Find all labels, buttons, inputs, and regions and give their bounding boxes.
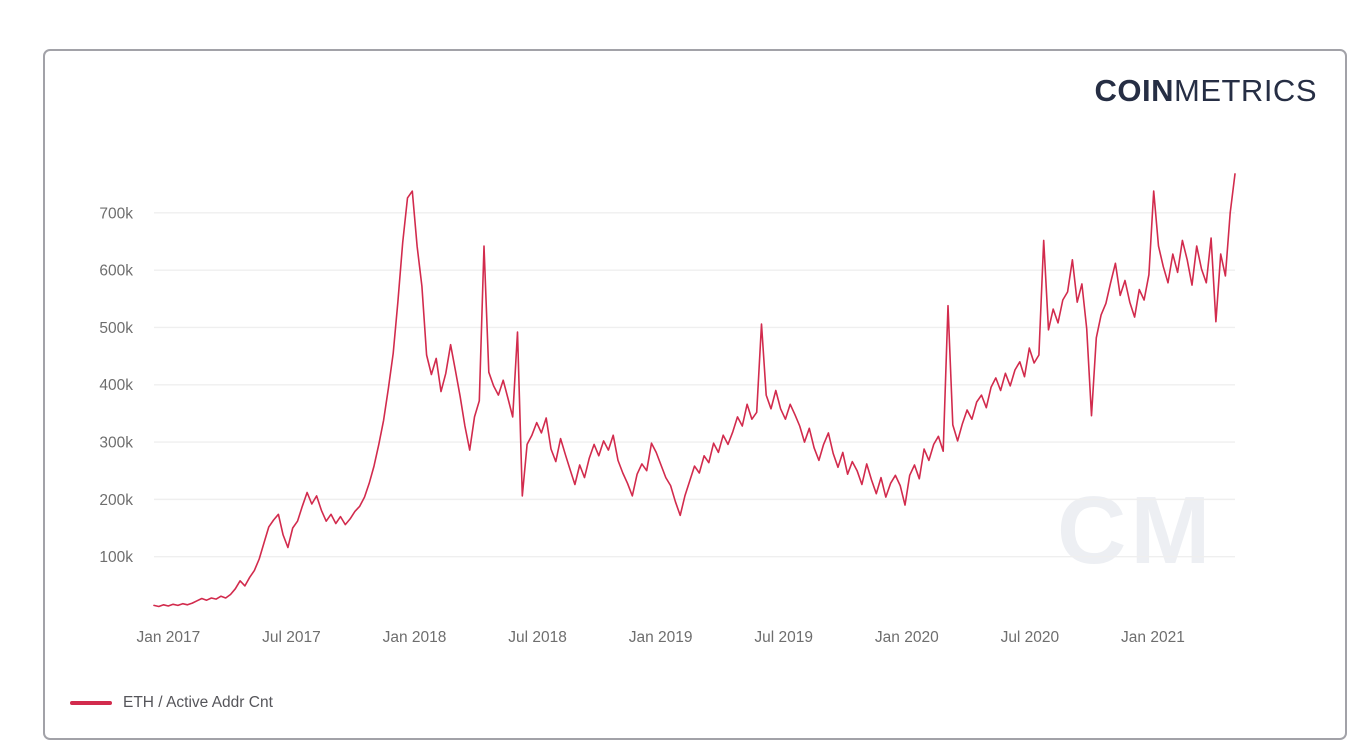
logo-coin: COIN bbox=[1094, 73, 1174, 108]
y-gridlines bbox=[154, 212, 1235, 558]
y-tick-600k: 600k bbox=[99, 263, 133, 280]
x-tick-jul-2019: Jul 2019 bbox=[754, 629, 813, 646]
x-tick-jan-2021: Jan 2021 bbox=[1121, 629, 1185, 646]
y-tick-200k: 200k bbox=[99, 492, 133, 509]
y-tick-100k: 100k bbox=[99, 549, 133, 566]
y-tick-300k: 300k bbox=[99, 435, 133, 452]
x-tick-jan-2017: Jan 2017 bbox=[136, 629, 200, 646]
x-tick-jan-2018: Jan 2018 bbox=[383, 629, 447, 646]
y-tick-700k: 700k bbox=[99, 205, 133, 222]
series-eth-active-addr-line bbox=[153, 173, 1236, 608]
legend-label: ETH / Active Addr Cnt bbox=[123, 694, 273, 711]
coinmetrics-logo: COINMETRICS bbox=[1095, 75, 1318, 106]
legend-line-swatch bbox=[70, 701, 112, 705]
x-tick-jul-2018: Jul 2018 bbox=[508, 629, 567, 646]
chart-panel: CM 100k 200k 300k 400k 500k 600k 700k Jan 2017 J… bbox=[43, 49, 1347, 740]
x-tick-jan-2020: Jan 2020 bbox=[875, 629, 939, 646]
y-tick-400k: 400k bbox=[99, 377, 133, 394]
y-tick-500k: 500k bbox=[99, 320, 133, 337]
logo-metrics: METRICS bbox=[1174, 73, 1317, 108]
x-tick-jul-2020: Jul 2020 bbox=[1001, 629, 1060, 646]
x-tick-jul-2017: Jul 2017 bbox=[262, 629, 321, 646]
chart-legend: ETH / Active Addr Cnt bbox=[70, 694, 273, 712]
x-tick-jan-2019: Jan 2019 bbox=[629, 629, 693, 646]
y-axis-labels: 100k 200k 300k 400k 500k 600k 700k bbox=[99, 205, 133, 566]
x-axis-labels: Jan 2017 Jul 2017 Jan 2018 Jul 2018 Jan 2019… bbox=[136, 629, 1184, 646]
line-chart: 100k 200k 300k 400k 500k 600k 700k Jan 2017 Jul … bbox=[99, 173, 1236, 646]
cm-watermark: CM bbox=[1057, 477, 1215, 584]
